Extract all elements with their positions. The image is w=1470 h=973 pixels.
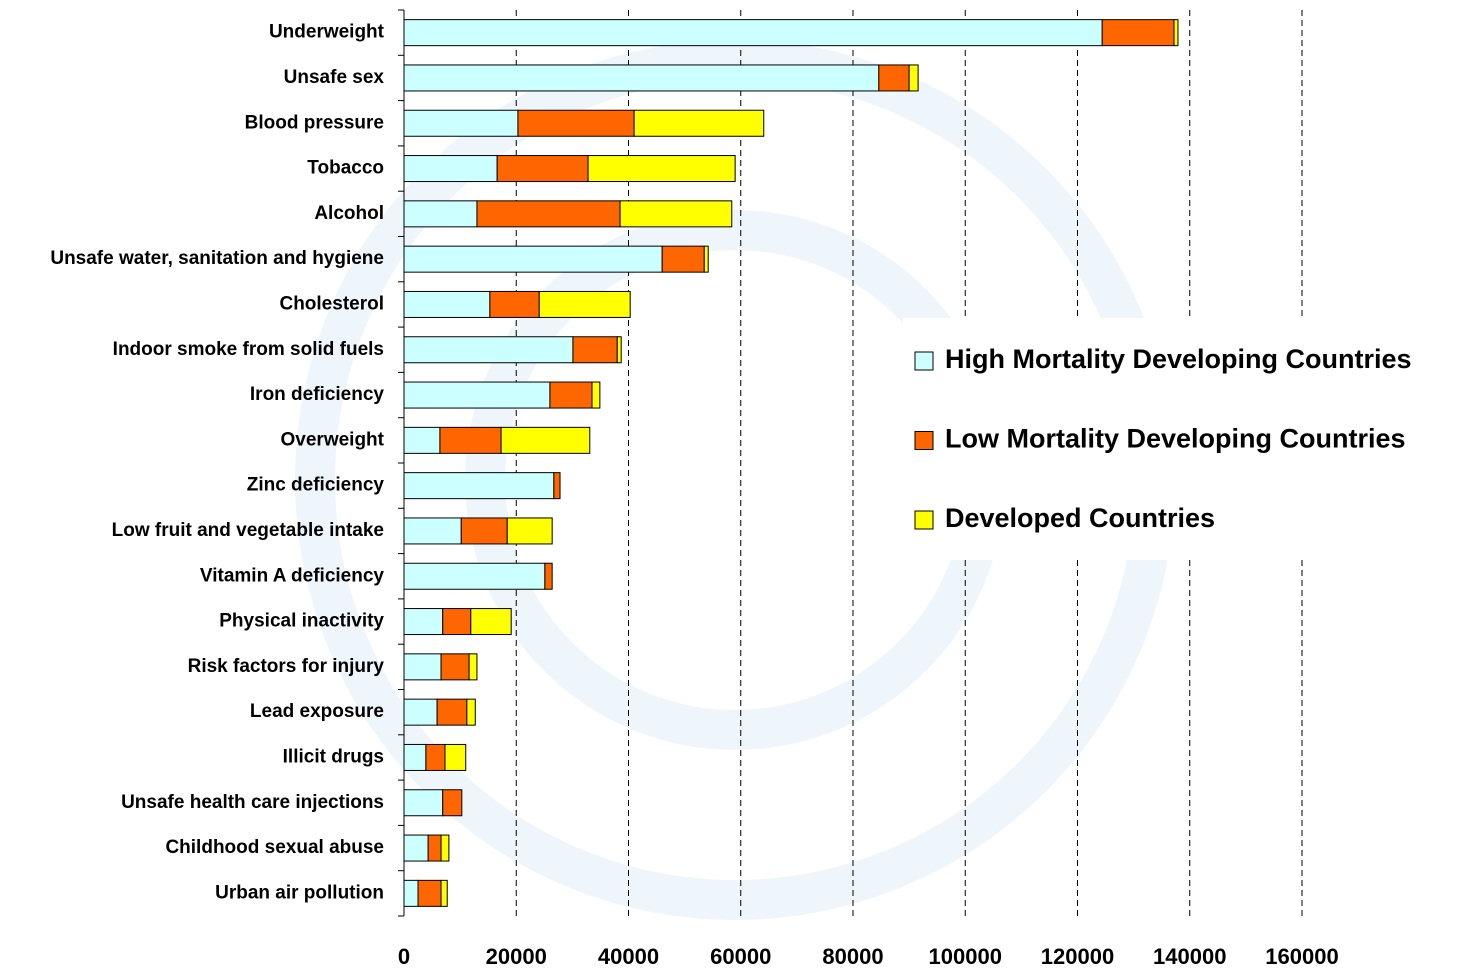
x-tick-label: 20000 bbox=[486, 944, 547, 969]
bar-segment bbox=[403, 19, 1103, 47]
bar-segment bbox=[1173, 19, 1179, 47]
legend-box bbox=[903, 318, 1465, 560]
legend-swatch bbox=[914, 510, 934, 530]
category-label: Cholesterol bbox=[279, 293, 384, 314]
category-label: Blood pressure bbox=[245, 112, 384, 133]
category-label: Vitamin A deficiency bbox=[200, 565, 385, 586]
category-label: Underweight bbox=[269, 22, 385, 43]
bar-segment bbox=[425, 743, 446, 771]
category-label: Overweight bbox=[281, 429, 385, 450]
category-label: Childhood sexual abuse bbox=[165, 837, 384, 858]
x-tick-label: 160000 bbox=[1265, 944, 1338, 969]
bar-segment bbox=[403, 789, 444, 817]
bar-segment bbox=[468, 653, 478, 681]
bar-segment bbox=[403, 426, 441, 454]
bar-segment bbox=[440, 879, 448, 907]
bar-segment bbox=[587, 155, 736, 183]
category-label: Unsafe sex bbox=[284, 67, 385, 88]
bar-segment bbox=[506, 517, 553, 545]
bar-segment bbox=[496, 155, 589, 183]
category-label: Lead exposure bbox=[250, 701, 384, 722]
category-label: Physical inactivity bbox=[219, 611, 384, 632]
x-tick-label: 80000 bbox=[822, 944, 883, 969]
legend-label: High Mortality Developing Countries bbox=[945, 344, 1412, 374]
bar-segment bbox=[466, 698, 476, 726]
x-tick-label: 140000 bbox=[1153, 944, 1226, 969]
bar-segment bbox=[517, 109, 635, 137]
bar-segment bbox=[908, 64, 919, 92]
x-tick-label: 100000 bbox=[929, 944, 1002, 969]
x-tick-label: 60000 bbox=[710, 944, 771, 969]
bar-segment bbox=[444, 743, 467, 771]
category-label: Illicit drugs bbox=[283, 746, 384, 767]
bar-segment bbox=[403, 834, 429, 862]
bar-segment bbox=[403, 517, 462, 545]
bar-segment bbox=[403, 381, 551, 409]
category-label: Zinc deficiency bbox=[247, 475, 385, 496]
bar-segment bbox=[553, 472, 561, 500]
x-tick-label: 120000 bbox=[1041, 944, 1114, 969]
bar-segment bbox=[403, 245, 663, 273]
category-label: Low fruit and vegetable intake bbox=[112, 520, 384, 541]
bar-segment bbox=[703, 245, 709, 273]
bar-segment bbox=[440, 653, 470, 681]
bar-segment bbox=[403, 290, 491, 318]
bar-segment bbox=[1101, 19, 1175, 47]
bar-segment bbox=[403, 109, 519, 137]
legend-label: Low Mortality Developing Countries bbox=[945, 424, 1406, 454]
bar-segment bbox=[489, 290, 540, 318]
bar-segment bbox=[403, 562, 546, 590]
legend-swatch bbox=[914, 431, 934, 450]
x-tick-label: 40000 bbox=[598, 944, 659, 969]
bar-segment bbox=[417, 879, 442, 907]
category-label: Tobacco bbox=[307, 158, 384, 179]
category-label: Urban air pollution bbox=[215, 882, 384, 903]
bar-segment bbox=[500, 426, 591, 454]
bar-segment bbox=[591, 381, 601, 409]
x-tick-label: 0 bbox=[398, 944, 410, 969]
category-label: Iron deficiency bbox=[250, 384, 385, 405]
bar-segment bbox=[616, 336, 622, 364]
bar-segment bbox=[403, 608, 444, 636]
bar-segment bbox=[661, 245, 705, 273]
legend-label: Developed Countries bbox=[945, 503, 1215, 533]
bar-segment bbox=[403, 336, 574, 364]
bar-segment bbox=[619, 200, 733, 228]
bar-segment bbox=[572, 336, 618, 364]
bar-segment bbox=[436, 698, 468, 726]
category-label: Indoor smoke from solid fuels bbox=[113, 339, 384, 360]
bar-segment bbox=[403, 64, 880, 92]
bar-segment bbox=[476, 200, 621, 228]
bar-segment bbox=[442, 789, 463, 817]
bar-segment bbox=[403, 472, 555, 500]
bar-segment bbox=[633, 109, 765, 137]
bar-segment bbox=[403, 743, 427, 771]
bar-segment bbox=[427, 834, 442, 862]
bar-segment bbox=[403, 879, 419, 907]
bar-segment bbox=[403, 200, 478, 228]
bar-segment bbox=[403, 698, 438, 726]
bar-segment bbox=[403, 653, 442, 681]
bar-segment bbox=[544, 562, 553, 590]
category-label: Alcohol bbox=[314, 203, 384, 224]
category-label: Unsafe health care injections bbox=[121, 792, 384, 813]
category-label: Unsafe water, sanitation and hygiene bbox=[50, 248, 384, 269]
bar-segment bbox=[538, 290, 631, 318]
bar-segment bbox=[878, 64, 910, 92]
legend-swatch bbox=[914, 351, 934, 371]
bar-segment bbox=[440, 834, 450, 862]
bar-segment bbox=[470, 608, 512, 636]
bar-segment bbox=[439, 426, 502, 454]
bar-segment bbox=[442, 608, 472, 636]
bar-segment bbox=[549, 381, 593, 409]
bar-segment bbox=[403, 155, 498, 183]
bar-segment bbox=[460, 517, 508, 545]
category-label: Risk factors for injury bbox=[188, 656, 385, 677]
